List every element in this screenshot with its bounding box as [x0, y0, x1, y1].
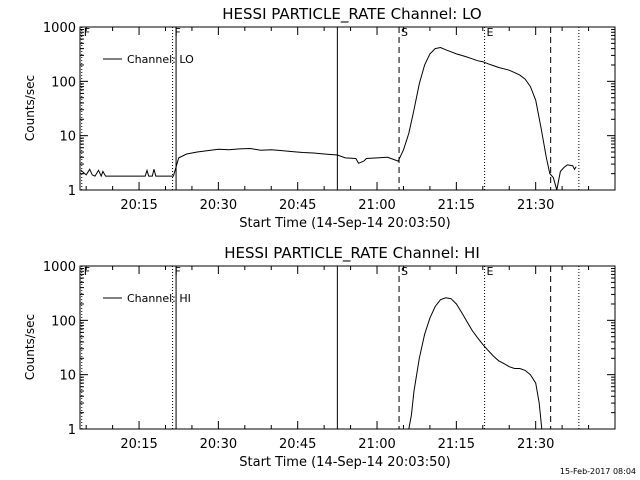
series-line-hi	[408, 297, 543, 430]
x-axis-label-hi: Start Time (14-Sep-14 20:03:50)	[239, 455, 450, 470]
x-tick-label: 21:00	[358, 198, 395, 213]
x-tick-label: 20:45	[279, 198, 316, 213]
legend-label-lo: Channel: LO	[127, 53, 194, 66]
legend-hi: Channel: HI	[103, 292, 191, 305]
marker-label: S	[401, 265, 408, 278]
x-ticks-hi: 20:15 20:30 20:45 21:00 21:15 21:30	[85, 266, 590, 452]
chart-title-lo: HESSI PARTICLE_RATE Channel: LO	[222, 5, 481, 24]
chart-title-hi: HESSI PARTICLE_RATE Channel: HI	[224, 244, 480, 263]
plot-frame-hi	[79, 265, 616, 430]
x-ticks-lo: 20:15 20:30 20:45 21:00 21:15 21:30	[85, 27, 590, 213]
y-axis-label-hi: Counts/sec	[23, 314, 37, 380]
y-tick-label: 1000	[43, 21, 76, 36]
y-tick-label: 10	[59, 130, 76, 145]
y-tick-label: 1	[68, 184, 76, 199]
plot-frame-lo	[79, 26, 616, 191]
x-tick-label: 21:15	[438, 437, 475, 452]
marker-label: F	[84, 265, 90, 278]
x-tick-label: 21:30	[517, 437, 554, 452]
x-axis-label-lo: Start Time (14-Sep-14 20:03:50)	[239, 216, 450, 231]
x-tick-label: 20:45	[279, 437, 316, 452]
marker-label: F	[175, 265, 181, 278]
marker-label: F	[175, 26, 181, 39]
y-ticks-lo: 1 10 100 1000	[43, 21, 615, 199]
footer-timestamp: 15-Feb-2017 08:04	[560, 467, 636, 476]
x-tick-label: 20:30	[200, 198, 237, 213]
y-tick-label: 10	[59, 369, 76, 384]
x-tick-label: 21:00	[358, 437, 395, 452]
x-tick-label: 20:15	[120, 437, 157, 452]
marker-label: F	[84, 26, 90, 39]
legend-lo: Channel: LO	[103, 53, 194, 66]
y-tick-label: 1	[68, 423, 76, 438]
marker-label: E	[487, 265, 494, 278]
x-tick-label: 20:15	[120, 198, 157, 213]
x-tick-label: 21:30	[517, 198, 554, 213]
y-tick-label: 100	[51, 314, 76, 329]
y-tick-label: 100	[51, 75, 76, 90]
legend-label-hi: Channel: HI	[127, 292, 191, 305]
panel-hi: HESSI PARTICLE_RATE Channel: HI 1 10 100 10…	[23, 244, 616, 470]
y-tick-label: 1000	[43, 260, 76, 275]
panel-lo: HESSI PARTICLE_RATE Channel: LO 1 10 100 10…	[23, 5, 616, 231]
y-ticks-hi: 1 10 100 1000	[43, 260, 615, 438]
marker-label: E	[487, 26, 494, 39]
series-line-lo	[80, 46, 577, 191]
marker-label: S	[401, 26, 408, 39]
y-axis-label-lo: Counts/sec	[23, 75, 37, 141]
x-tick-label: 20:30	[200, 437, 237, 452]
x-tick-label: 21:15	[438, 198, 475, 213]
